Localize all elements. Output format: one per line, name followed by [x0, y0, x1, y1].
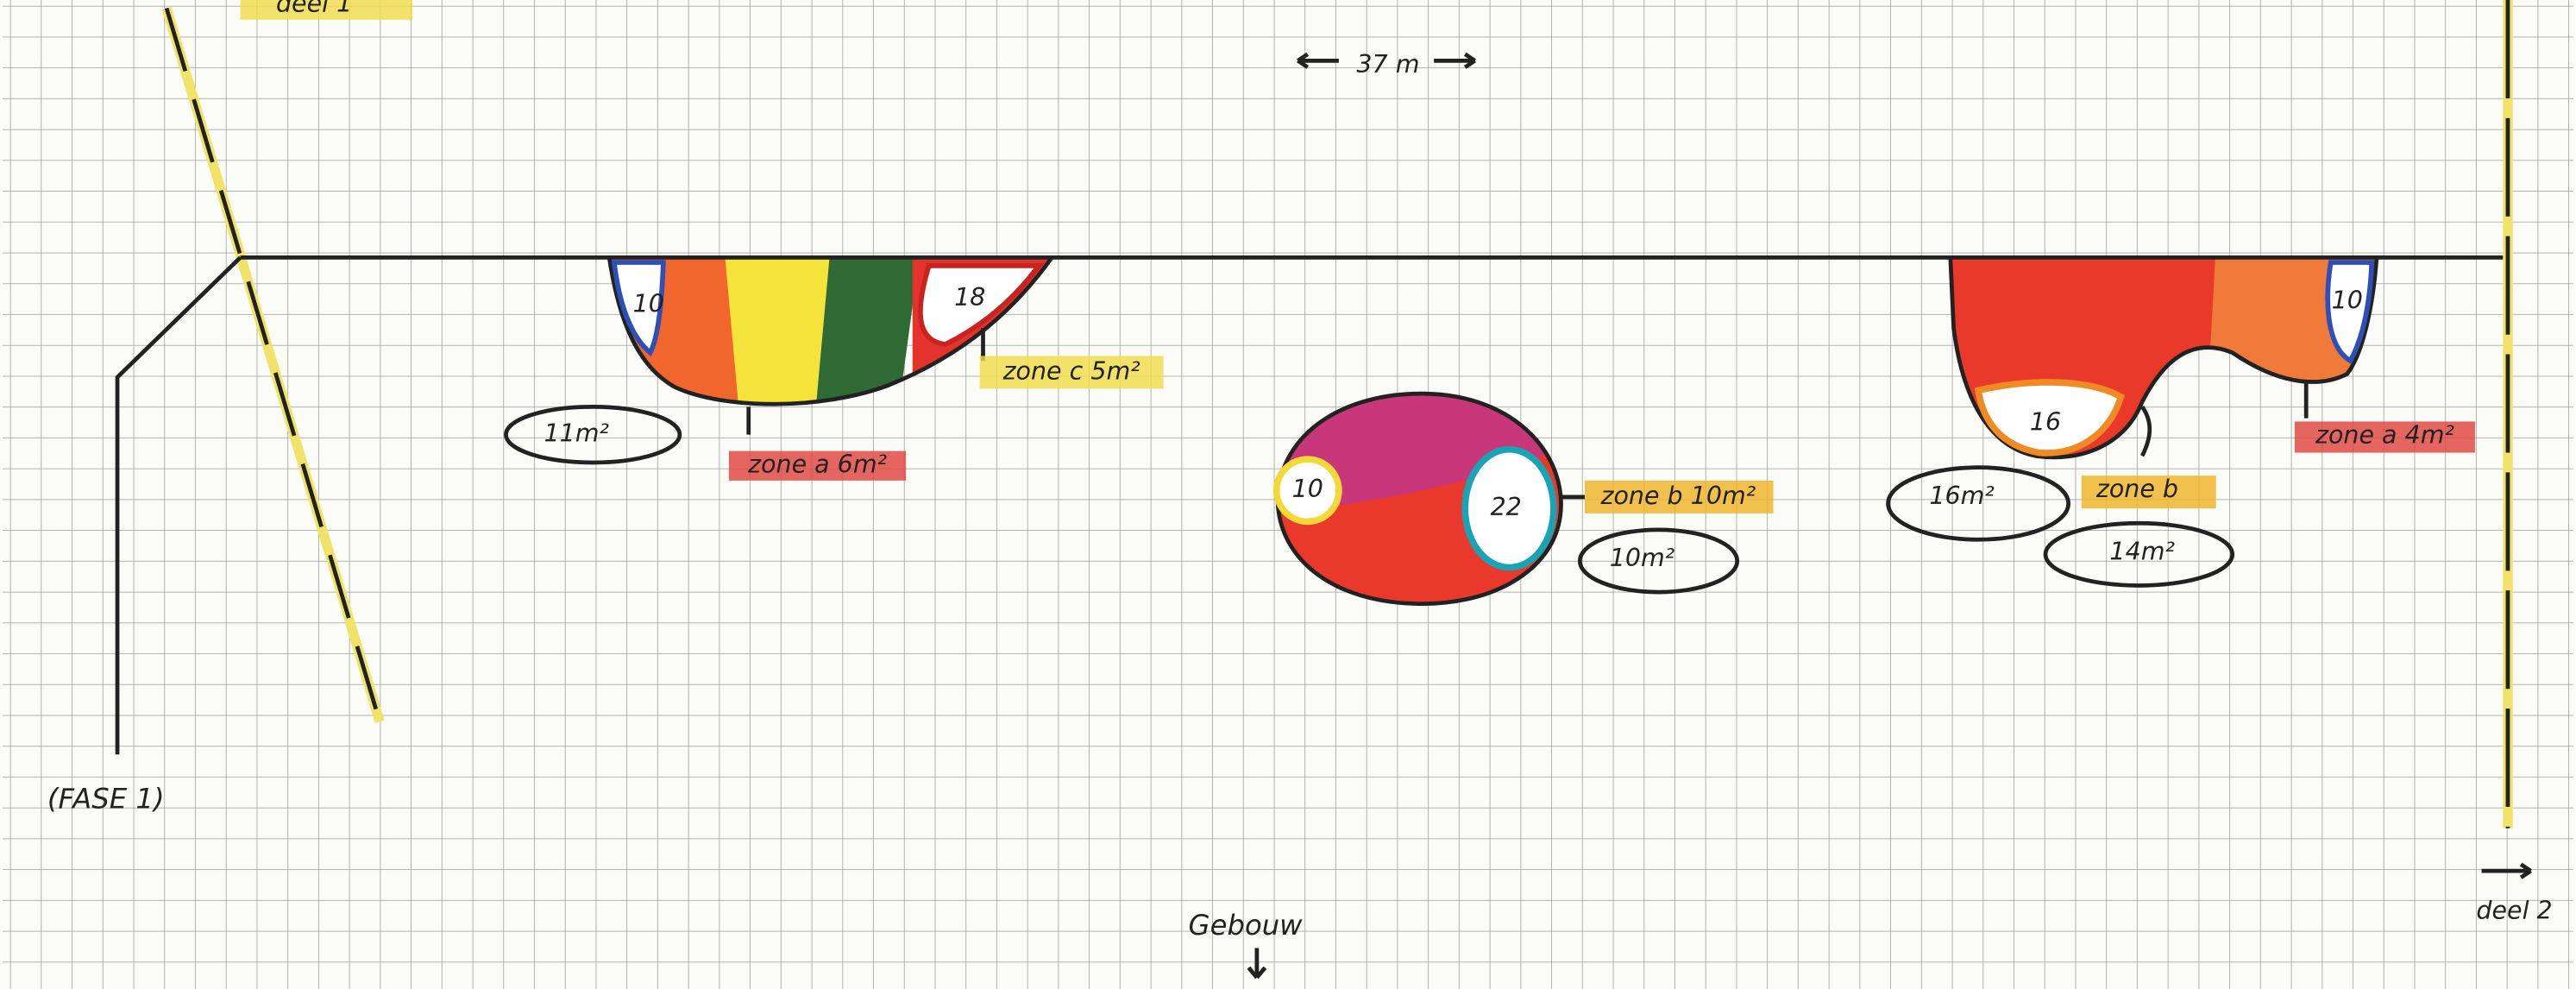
page: deel 1 37 m (FASE 1) 10 18 zone c 5m² 11…	[0, 0, 2576, 989]
cell-label: 10	[1292, 475, 1323, 503]
part-label: deel 2	[2476, 897, 2552, 925]
zone-label: zone b	[2095, 475, 2178, 503]
cell-label: 18	[954, 283, 985, 312]
area-label: 16m²	[1929, 482, 1994, 510]
area-label: 11m²	[543, 419, 608, 448]
building-label: Gebouw	[1189, 909, 1304, 942]
zone-label: zone b 10m²	[1599, 482, 1756, 510]
zone-label: zone a 4m²	[2315, 421, 2454, 450]
phase-label: (FASE 1)	[47, 782, 165, 815]
cell-label: 16	[2030, 407, 2061, 436]
area-label: 14m²	[2109, 537, 2174, 565]
area-label: 10m²	[1610, 544, 1674, 572]
part-label: deel 1	[276, 0, 352, 18]
sketch: deel 1 37 m (FASE 1) 10 18 zone c 5m² 11…	[0, 0, 2576, 989]
zone-label: zone c 5m²	[1002, 356, 1140, 385]
cell-label: 10	[2332, 287, 2363, 315]
cell-label: 10	[633, 289, 664, 318]
zone-label: zone a 6m²	[747, 450, 887, 479]
cell-label: 22	[1491, 493, 1522, 521]
dimension: 37 m	[1356, 50, 1419, 79]
